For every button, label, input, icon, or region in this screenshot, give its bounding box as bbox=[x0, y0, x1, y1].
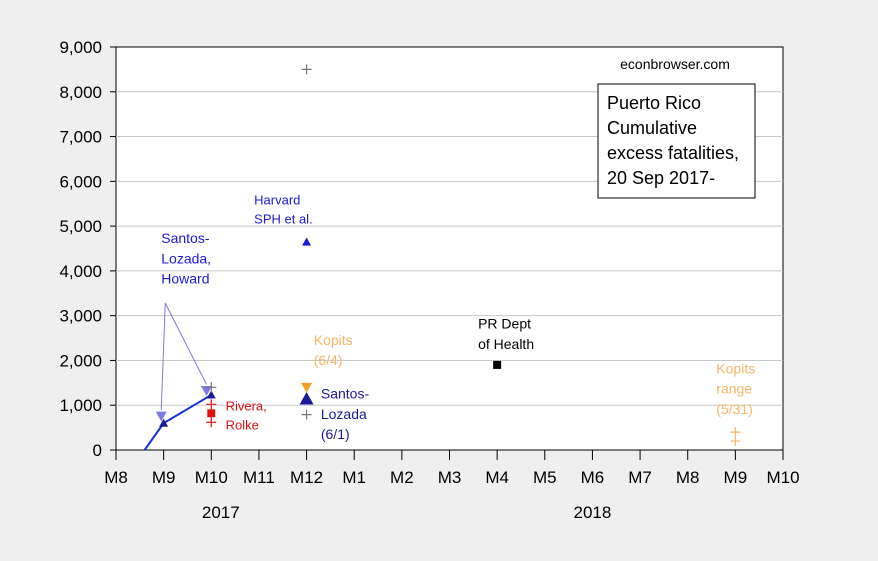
annotation-text: Rolke bbox=[226, 417, 259, 432]
y-tick-label: 4,000 bbox=[59, 262, 102, 281]
annotation-text: range bbox=[716, 381, 752, 397]
x-tick-label: M10 bbox=[766, 468, 799, 487]
annotation-leader bbox=[160, 303, 166, 410]
year-labels: 2017 2018 bbox=[202, 503, 611, 522]
annotation-text: Lozada bbox=[321, 406, 367, 422]
data-point bbox=[301, 409, 312, 420]
y-tick-label: 3,000 bbox=[59, 307, 102, 326]
data-point bbox=[493, 360, 502, 369]
data-point bbox=[302, 237, 312, 246]
x-tick-label: M12 bbox=[290, 468, 323, 487]
source-label: econbrowser.com bbox=[620, 56, 730, 72]
x-tick-label: M5 bbox=[533, 468, 557, 487]
x-tick-label: M9 bbox=[152, 468, 176, 487]
legend-line-1: Puerto Rico bbox=[607, 93, 701, 113]
data-point bbox=[207, 409, 216, 418]
annotation-text: Santos- bbox=[321, 386, 370, 402]
annotation-text: Santos- bbox=[161, 230, 210, 246]
x-axis: M8 M9 M10 M11 M12 M1 M2 M3 M4 M5 M6 M7 M8 M9 M10 bbox=[104, 450, 800, 487]
data-point bbox=[201, 386, 213, 396]
data-point bbox=[730, 427, 741, 438]
data-point bbox=[301, 64, 312, 75]
year-label: 2017 bbox=[202, 503, 240, 522]
legend-line-4: 20 Sep 2017- bbox=[607, 168, 715, 188]
annotation-text: SPH et al. bbox=[254, 211, 313, 226]
data-point bbox=[299, 391, 314, 405]
data-marks bbox=[143, 64, 741, 451]
y-tick-label: 9,000 bbox=[59, 38, 102, 57]
x-tick-label: M3 bbox=[438, 468, 462, 487]
annotation-text: Lozada, bbox=[161, 250, 211, 266]
annotation-text: of Health bbox=[478, 336, 534, 352]
x-tick-label: M11 bbox=[243, 468, 275, 487]
annotation-text: Kopits bbox=[314, 332, 353, 348]
year-label: 2018 bbox=[574, 503, 612, 522]
y-tick-label: 1,000 bbox=[59, 396, 102, 415]
annotation-text: (6/1) bbox=[321, 426, 350, 442]
annotation-text: (6/4) bbox=[314, 352, 343, 368]
annotation-text: PR Dept bbox=[478, 316, 531, 332]
x-tick-label: M1 bbox=[342, 468, 366, 487]
x-tick-label: M4 bbox=[485, 468, 509, 487]
x-tick-label: M7 bbox=[628, 468, 652, 487]
data-point bbox=[206, 390, 216, 399]
annotation-text: Harvard bbox=[254, 193, 300, 208]
legend-line-2: Cumulative bbox=[607, 118, 697, 138]
data-point bbox=[730, 436, 741, 447]
data-point bbox=[159, 418, 169, 427]
x-tick-label: M8 bbox=[104, 468, 128, 487]
data-point bbox=[301, 382, 313, 393]
y-tick-label: 0 bbox=[93, 441, 102, 460]
y-tick-label: 8,000 bbox=[59, 83, 102, 102]
data-point bbox=[206, 399, 217, 410]
data-point bbox=[206, 417, 217, 428]
data-point bbox=[155, 411, 167, 422]
x-tick-label: M6 bbox=[581, 468, 605, 487]
annotation-text: Kopits bbox=[716, 360, 755, 376]
legend-line-3: excess fatalities, bbox=[607, 143, 739, 163]
annotation-text: (5/31) bbox=[716, 401, 753, 417]
y-tick-label: 2,000 bbox=[59, 351, 102, 370]
x-tick-label: M8 bbox=[676, 468, 700, 487]
y-tick-label: 5,000 bbox=[59, 217, 102, 236]
legend-box: Puerto Rico Cumulative excess fatalities… bbox=[597, 83, 756, 199]
x-tick-label: M2 bbox=[390, 468, 414, 487]
x-tick-label: M9 bbox=[724, 468, 748, 487]
y-tick-label: 7,000 bbox=[59, 128, 102, 147]
annotation-text: Howard bbox=[161, 271, 209, 287]
x-tick-label: M10 bbox=[195, 468, 228, 487]
annotation-text: Rivera, bbox=[226, 399, 267, 414]
annotation-leader bbox=[164, 302, 207, 385]
data-point bbox=[206, 382, 217, 393]
y-tick-label: 6,000 bbox=[59, 172, 102, 191]
annotations: Santos- Lozada, Howard Harvard SPH et al. Kop… bbox=[161, 193, 755, 442]
y-axis: 0 1,000 2,000 3,000 4,000 5,000 6,000 7,000 8,00… bbox=[59, 38, 116, 460]
